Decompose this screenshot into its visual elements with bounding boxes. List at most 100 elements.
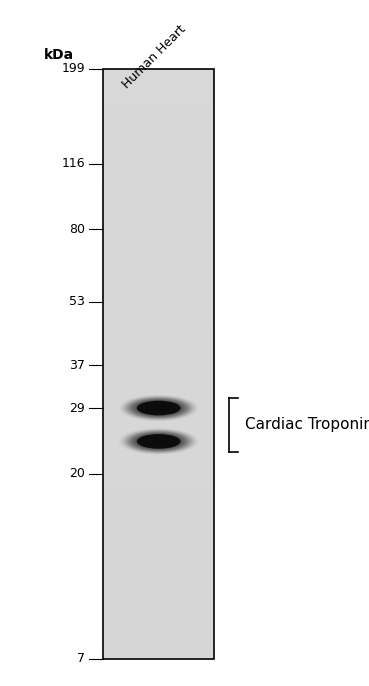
Bar xyxy=(103,470,214,475)
Bar xyxy=(103,328,214,334)
Ellipse shape xyxy=(129,398,189,418)
Bar xyxy=(103,517,214,523)
Text: 199: 199 xyxy=(61,62,85,75)
Bar xyxy=(103,493,214,499)
Bar xyxy=(103,293,214,298)
Bar xyxy=(103,222,214,228)
Ellipse shape xyxy=(149,405,169,412)
Ellipse shape xyxy=(153,440,165,443)
Bar xyxy=(103,169,214,175)
Bar xyxy=(103,652,214,659)
Ellipse shape xyxy=(119,394,199,421)
Bar xyxy=(103,98,214,104)
Bar xyxy=(103,488,214,493)
Text: 29: 29 xyxy=(69,401,85,414)
Text: Human Heart: Human Heart xyxy=(120,23,188,91)
Bar xyxy=(103,464,214,470)
Bar xyxy=(103,641,214,647)
Bar xyxy=(103,305,214,311)
Text: 53: 53 xyxy=(69,295,85,308)
Ellipse shape xyxy=(141,402,177,414)
Bar xyxy=(103,121,214,128)
Bar xyxy=(103,163,214,169)
Bar xyxy=(103,180,214,187)
Text: Cardiac Troponin I: Cardiac Troponin I xyxy=(245,417,369,432)
Ellipse shape xyxy=(137,401,180,415)
Bar xyxy=(103,647,214,652)
Bar xyxy=(103,446,214,452)
Ellipse shape xyxy=(147,404,170,412)
Ellipse shape xyxy=(145,437,173,446)
Bar xyxy=(103,381,214,387)
Bar xyxy=(103,252,214,257)
Bar xyxy=(103,370,214,375)
Bar xyxy=(103,529,214,534)
Bar xyxy=(103,134,214,139)
Text: 116: 116 xyxy=(61,157,85,170)
Bar xyxy=(103,399,214,405)
Ellipse shape xyxy=(131,432,187,451)
Bar xyxy=(103,322,214,328)
Bar xyxy=(103,228,214,234)
Bar xyxy=(103,440,214,446)
Bar xyxy=(103,263,214,269)
Bar xyxy=(103,416,214,423)
Ellipse shape xyxy=(155,407,163,410)
Bar xyxy=(103,429,214,434)
Ellipse shape xyxy=(129,431,189,451)
Ellipse shape xyxy=(137,434,180,449)
Ellipse shape xyxy=(125,397,193,419)
Bar xyxy=(103,499,214,505)
Bar xyxy=(103,423,214,429)
Bar xyxy=(103,375,214,381)
Bar xyxy=(103,582,214,588)
Ellipse shape xyxy=(139,401,179,414)
Bar xyxy=(103,352,214,357)
Bar xyxy=(103,434,214,440)
Bar xyxy=(103,635,214,641)
Bar xyxy=(103,357,214,364)
Ellipse shape xyxy=(127,431,190,452)
Bar xyxy=(103,92,214,98)
Bar xyxy=(103,393,214,399)
Text: kDa: kDa xyxy=(44,48,75,62)
Bar xyxy=(103,75,214,80)
Bar xyxy=(103,475,214,482)
Ellipse shape xyxy=(135,434,183,449)
Ellipse shape xyxy=(139,435,179,448)
Ellipse shape xyxy=(123,429,194,453)
Ellipse shape xyxy=(151,405,167,411)
Ellipse shape xyxy=(127,397,190,418)
Bar xyxy=(103,246,214,252)
Bar xyxy=(103,340,214,346)
Bar xyxy=(103,588,214,593)
Bar xyxy=(103,629,214,635)
Bar xyxy=(103,104,214,110)
Bar xyxy=(103,145,214,151)
Bar xyxy=(103,334,214,340)
Bar xyxy=(103,564,214,570)
Bar xyxy=(103,157,214,163)
Bar xyxy=(103,405,214,411)
Bar xyxy=(103,210,214,216)
Bar xyxy=(103,387,214,393)
Bar xyxy=(103,151,214,157)
Bar xyxy=(103,576,214,582)
Bar xyxy=(103,552,214,558)
Bar xyxy=(103,298,214,305)
Bar xyxy=(103,175,214,180)
Bar xyxy=(103,139,214,145)
Bar xyxy=(103,558,214,564)
Bar xyxy=(103,86,214,92)
Bar xyxy=(103,316,214,322)
Ellipse shape xyxy=(143,403,175,414)
Text: 80: 80 xyxy=(69,223,85,236)
Text: 7: 7 xyxy=(77,652,85,665)
Bar xyxy=(103,623,214,629)
Bar xyxy=(103,452,214,458)
Ellipse shape xyxy=(131,399,187,417)
Bar xyxy=(103,547,214,552)
Bar xyxy=(103,110,214,116)
Bar xyxy=(103,600,214,606)
Ellipse shape xyxy=(157,407,161,409)
